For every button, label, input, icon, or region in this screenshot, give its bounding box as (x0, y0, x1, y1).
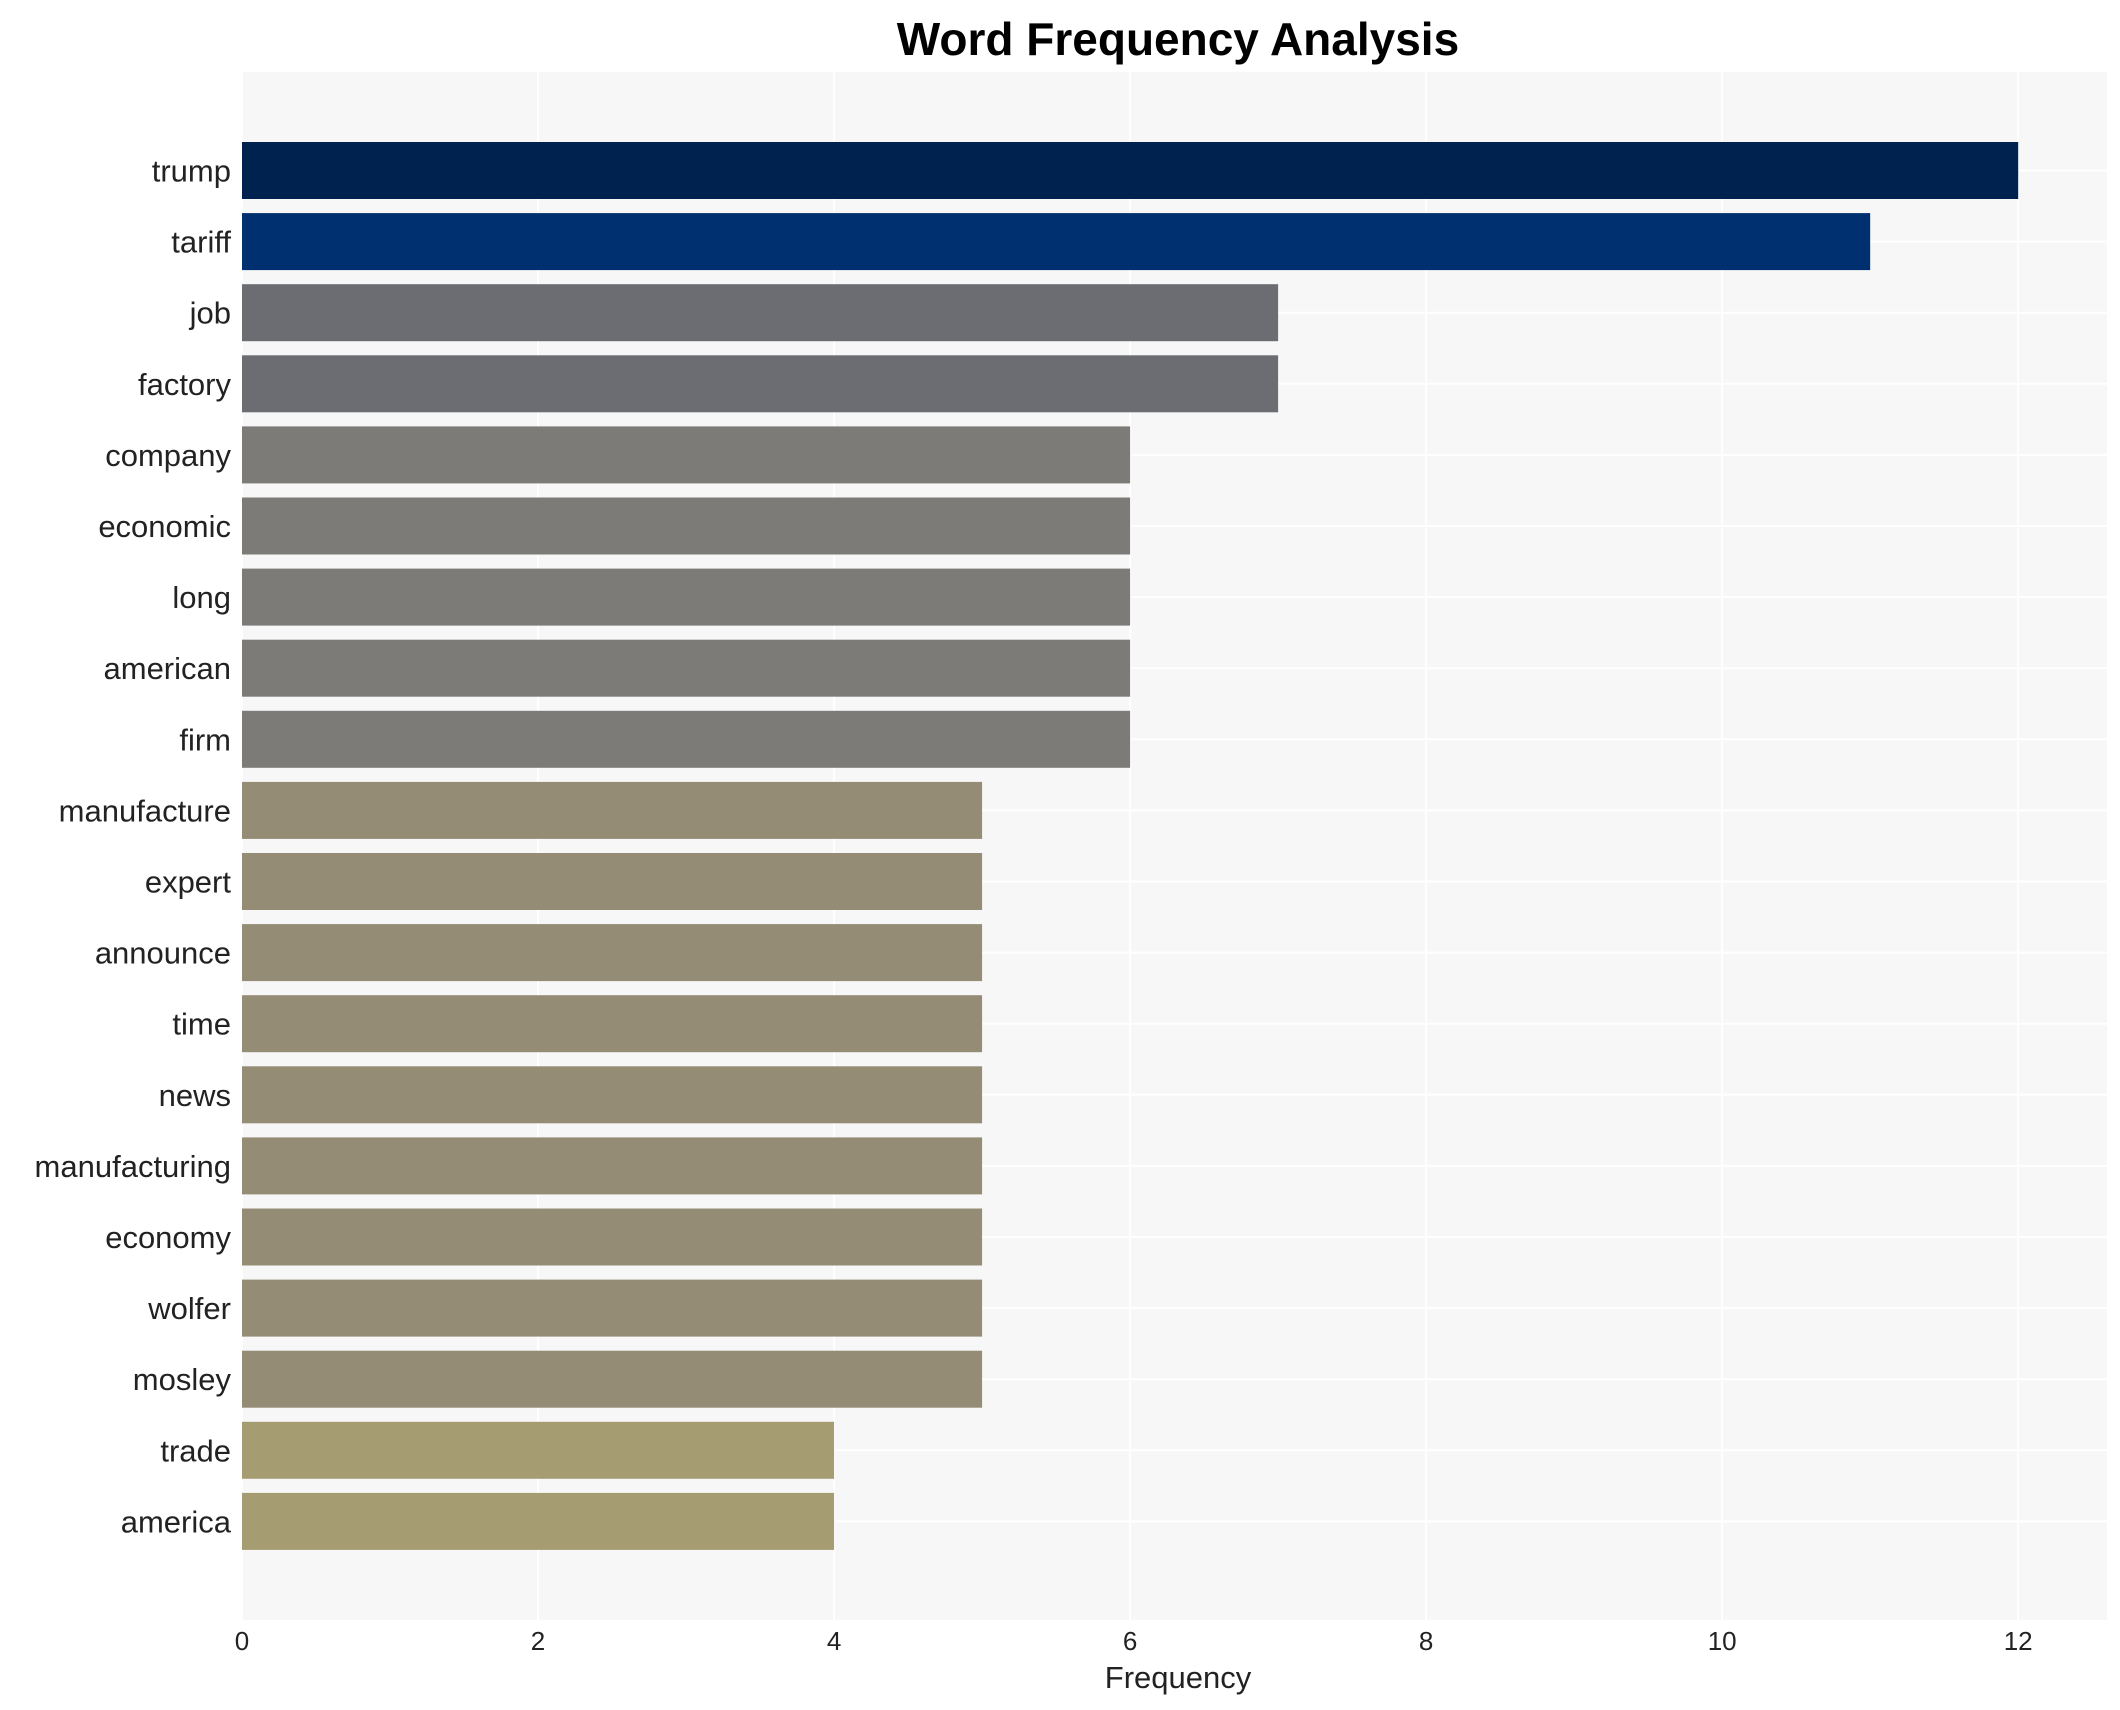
x-tick-label: 8 (1419, 1626, 1433, 1656)
category-label-american: american (104, 651, 232, 686)
x-tick-label: 12 (2004, 1626, 2033, 1656)
category-label-announce: announce (95, 936, 231, 971)
bar-economic (242, 497, 1131, 555)
bar-economy (242, 1208, 983, 1266)
category-label-long: long (172, 580, 231, 615)
x-tick-labels: 0 2 4 6 8 10 12 (235, 1626, 2033, 1656)
bar-long (242, 568, 1131, 626)
bar-america (242, 1492, 835, 1550)
category-label-firm: firm (179, 722, 231, 757)
category-label-company: company (105, 438, 231, 473)
chart-title: Word Frequency Analysis (897, 13, 1459, 65)
category-label-economic: economic (98, 509, 231, 544)
x-tick-label: 4 (827, 1626, 841, 1656)
category-labels: trump tariff job factory company economic long… (35, 154, 232, 1540)
x-tick-label: 6 (1123, 1626, 1137, 1656)
bar-american (242, 639, 1131, 697)
category-label-manufacture: manufacture (59, 793, 231, 828)
bar-manufacture (242, 781, 983, 839)
bar-news (242, 1066, 983, 1124)
category-label-economy: economy (105, 1220, 231, 1255)
category-label-mosley: mosley (133, 1362, 232, 1397)
category-label-news: news (159, 1078, 231, 1113)
category-label-factory: factory (138, 367, 232, 402)
category-label-trump: trump (152, 154, 231, 189)
category-label-wolfer: wolfer (147, 1291, 231, 1326)
category-label-manufacturing: manufacturing (35, 1149, 231, 1184)
bar-expert (242, 853, 983, 910)
bar-factory (242, 355, 1279, 413)
bar-job (242, 284, 1279, 342)
bar-company (242, 426, 1131, 484)
bar-tariff (242, 213, 1871, 271)
bar-time (242, 995, 983, 1053)
bar-wolfer (242, 1279, 983, 1337)
category-label-trade: trade (160, 1433, 231, 1468)
bar-trade (242, 1421, 835, 1479)
bar-announce (242, 924, 983, 982)
bar-firm (242, 710, 1131, 768)
category-label-time: time (172, 1007, 231, 1042)
x-tick-label: 10 (1708, 1626, 1737, 1656)
category-label-expert: expert (145, 865, 232, 900)
category-label-america: america (121, 1504, 232, 1539)
bars-group (242, 142, 2019, 1550)
bar-manufacturing (242, 1137, 983, 1195)
category-label-tariff: tariff (171, 225, 231, 260)
x-tick-label: 2 (531, 1626, 545, 1656)
bar-mosley (242, 1350, 983, 1408)
x-axis-label: Frequency (1105, 1660, 1252, 1695)
x-tick-label: 0 (235, 1626, 249, 1656)
category-label-job: job (189, 296, 231, 331)
bar-trump (242, 142, 2019, 199)
